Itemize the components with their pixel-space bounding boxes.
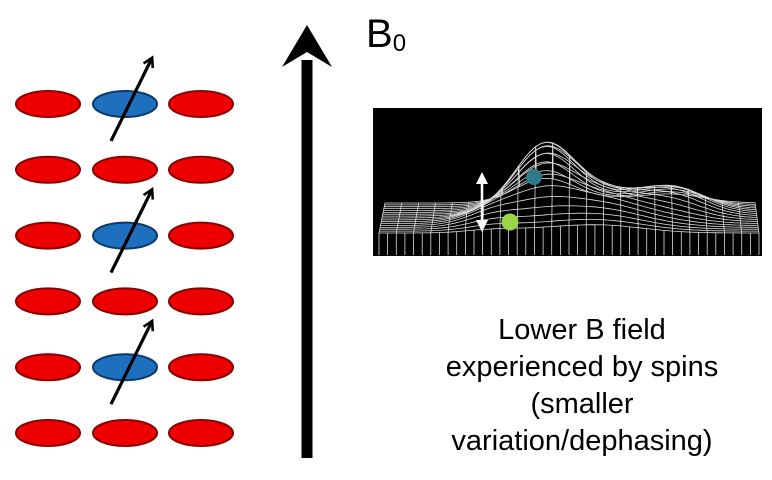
host-site: [92, 419, 158, 447]
mesh-line: [737, 201, 743, 233]
caption-line-2: experienced by spins: [445, 351, 719, 383]
host-site: [168, 90, 234, 118]
mesh-line: [534, 146, 537, 228]
host-site: [92, 287, 158, 316]
host-site: [15, 221, 81, 250]
mesh-line: [636, 186, 639, 228]
b0-label: B0: [366, 12, 407, 57]
host-site: [15, 90, 81, 118]
spin-site: [92, 90, 158, 118]
host-site: [168, 287, 234, 316]
mesh-line: [516, 165, 520, 229]
mesh-line: [378, 202, 386, 234]
mesh-line: [754, 202, 760, 234]
field-mesh: [378, 141, 760, 255]
host-site: [15, 419, 81, 447]
host-site: [15, 287, 81, 316]
spin-lattice: [15, 55, 234, 447]
spin-marker-upper: [526, 169, 542, 185]
spin-arrow: [109, 318, 155, 405]
mesh-line: [447, 202, 453, 233]
b0-symbol: B: [366, 12, 393, 56]
spin-site: [92, 221, 158, 250]
mesh-line: [465, 202, 470, 231]
mesh-line: [413, 202, 419, 234]
mesh-line: [551, 142, 554, 227]
variation-double-arrow: [476, 172, 488, 232]
host-site: [15, 353, 81, 382]
caption-line-3: (smaller: [530, 388, 634, 420]
caption-line-4: variation/dephasing): [451, 425, 713, 457]
host-site: [168, 155, 234, 184]
spin-marker-lower: [501, 213, 519, 231]
spin-site: [92, 353, 158, 382]
b0-field-arrow: [282, 25, 332, 458]
b0-subscript: 0: [392, 30, 407, 57]
mesh-line: [670, 185, 673, 232]
spin-arrow: [109, 186, 155, 274]
mesh-line: [395, 202, 403, 234]
mesh-line: [585, 171, 588, 225]
mesh-line: [704, 195, 708, 233]
field-landscape-inset: [373, 108, 762, 256]
mesh-line: [687, 188, 691, 233]
host-site: [92, 155, 158, 184]
mesh-line: [721, 200, 725, 233]
spin-arrow: [109, 55, 155, 142]
caption-line-1: Lower B field: [498, 314, 666, 346]
mesh-line: [499, 187, 504, 229]
mesh-line: [653, 185, 656, 230]
mesh-line: [430, 202, 436, 233]
host-site: [15, 155, 81, 184]
host-site: [168, 221, 234, 250]
host-site: [168, 419, 234, 447]
caption: Lower B field experienced by spins (smal…: [392, 312, 772, 460]
host-site: [168, 353, 234, 382]
mesh-line: [568, 154, 571, 226]
